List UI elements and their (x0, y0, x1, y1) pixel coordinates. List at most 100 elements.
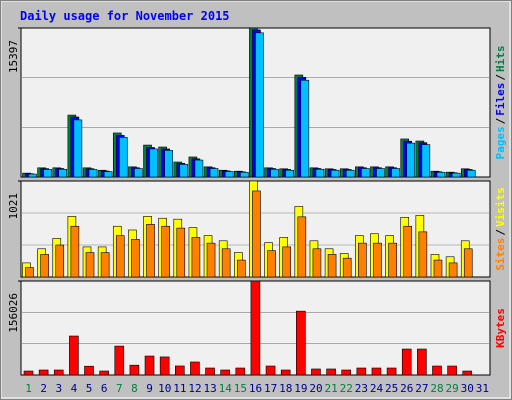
bar (149, 148, 158, 178)
bar (341, 369, 352, 376)
x-tick-label: 22 (340, 382, 353, 395)
bar (345, 169, 355, 178)
bar (376, 168, 385, 178)
y-tick-label: 156026 (7, 293, 20, 333)
x-tick-label: 21 (325, 382, 338, 395)
bar (146, 224, 155, 278)
bar (176, 227, 186, 278)
legend-entry: Pages (494, 126, 507, 159)
bar (38, 369, 49, 376)
bar (403, 225, 413, 278)
y-tick-label: 15397 (7, 40, 20, 73)
bar (463, 248, 473, 278)
x-tick-label: 29 (446, 382, 459, 395)
bar (315, 168, 325, 178)
bar (330, 169, 340, 178)
x-tick-label: 9 (146, 382, 153, 395)
bar (388, 242, 397, 278)
bar (53, 369, 64, 376)
bar (115, 235, 125, 278)
x-tick-label: 11 (173, 382, 186, 395)
bar (252, 190, 261, 278)
bar (43, 169, 52, 178)
bar (451, 172, 461, 178)
bar (296, 310, 306, 376)
bar (134, 168, 143, 178)
bar (406, 142, 416, 178)
x-tick-label: 4 (71, 382, 78, 395)
bar (327, 254, 337, 278)
x-tick-label: 17 (264, 382, 277, 395)
x-tick-label: 30 (461, 382, 474, 395)
y-tick-label: 1021 (7, 193, 20, 220)
x-tick-label: 20 (309, 382, 322, 395)
bar (326, 368, 336, 376)
x-tick-label: 5 (86, 382, 93, 395)
x-tick-label: 19 (294, 382, 307, 395)
bar (401, 348, 412, 376)
bar (58, 168, 68, 178)
bar (285, 169, 294, 178)
bar (190, 361, 200, 376)
bar (161, 225, 170, 278)
bar (270, 168, 279, 178)
bar (235, 367, 246, 376)
bar (466, 169, 476, 178)
x-tick-label: 27 (415, 382, 428, 395)
chart-title: Daily usage for November 2015 (20, 9, 230, 23)
x-tick-label: 3 (56, 382, 63, 395)
legend-separator: / (494, 74, 507, 81)
x-tick-label: 31 (476, 382, 489, 395)
bar (103, 171, 113, 178)
bar (129, 364, 140, 376)
bar (386, 367, 397, 376)
bar (205, 367, 215, 376)
legend-separator: / (494, 229, 507, 236)
bar (418, 231, 428, 278)
bar (221, 248, 231, 278)
bar (174, 365, 185, 376)
legend-separator: / (494, 117, 507, 124)
bar (99, 370, 109, 376)
bar (391, 168, 400, 178)
legend: Sites / Visits (494, 187, 507, 271)
legend-entry: Files (494, 83, 507, 116)
bar (300, 79, 310, 178)
x-tick-label: 10 (158, 382, 171, 395)
legend-entry: Visits (494, 187, 507, 227)
bar (421, 144, 431, 178)
bar (255, 32, 264, 178)
legend: Pages/Files/Hits (494, 46, 507, 160)
bar (311, 368, 321, 376)
bar (220, 369, 230, 376)
bar (373, 242, 382, 278)
bar (371, 367, 382, 376)
bar (282, 246, 291, 278)
bar (164, 150, 173, 178)
x-tick-label: 13 (203, 382, 216, 395)
bar (179, 164, 189, 178)
bar (118, 137, 128, 178)
x-tick-label: 26 (400, 382, 413, 395)
bar (297, 216, 307, 278)
bar (114, 345, 125, 376)
bar (23, 370, 34, 376)
bar (100, 252, 110, 278)
x-tick-label: 8 (131, 382, 138, 395)
x-tick-label: 12 (188, 382, 201, 395)
legend: KBytes (494, 308, 507, 348)
bar (209, 168, 219, 178)
bar (224, 171, 234, 178)
x-tick-label: 7 (116, 382, 123, 395)
bar (250, 280, 261, 376)
x-tick-label: 28 (430, 382, 443, 395)
legend-entry: KBytes (494, 308, 507, 348)
x-tick-label: 15 (234, 382, 247, 395)
bar (358, 242, 367, 278)
bar (70, 225, 80, 278)
bar (85, 252, 95, 278)
bar (237, 259, 246, 278)
bar (432, 365, 442, 376)
x-tick-label: 2 (40, 382, 47, 395)
bar (28, 173, 37, 178)
